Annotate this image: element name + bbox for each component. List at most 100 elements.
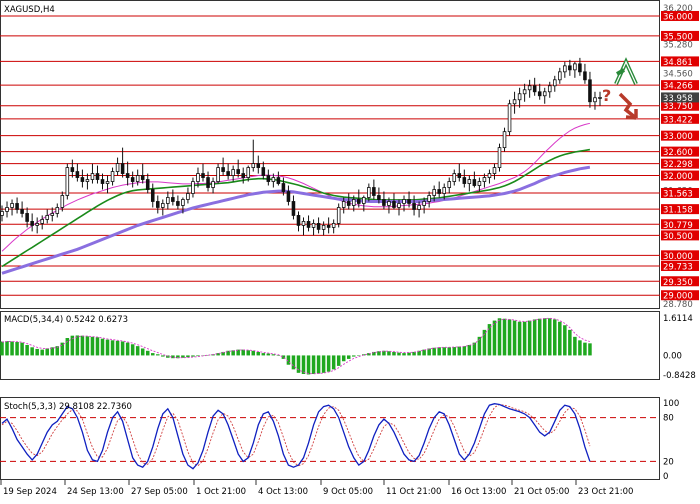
candle-body — [5, 207, 9, 212]
macd-bar — [55, 346, 60, 356]
macd-bar — [558, 321, 562, 356]
candle-body — [130, 177, 135, 182]
macd-bar — [553, 319, 557, 356]
candle-body — [522, 89, 527, 95]
macd-bar — [256, 351, 261, 356]
macd-bar — [563, 325, 567, 356]
candle-body — [357, 199, 361, 204]
candle-body — [492, 167, 497, 174]
macd-axis-labels: 1.6114 0.00 -0.8428 — [663, 314, 696, 381]
candle-body — [231, 169, 235, 176]
level-label: 31.563 — [663, 189, 693, 199]
level-label-bg — [661, 80, 699, 91]
candle-body — [30, 221, 34, 226]
stoch-tick-label: 20 — [663, 457, 674, 467]
macd-bar — [532, 319, 537, 356]
candle-body — [145, 179, 150, 190]
ma_mid-line — [1, 148, 591, 268]
candle-body — [497, 147, 502, 168]
candle-body — [341, 201, 346, 208]
candle-body — [105, 181, 110, 184]
candle-body — [40, 219, 44, 224]
candle-body — [372, 187, 376, 196]
price-tick-label: 36.200 — [663, 4, 693, 14]
candle-body — [397, 203, 401, 208]
candle-body — [351, 199, 356, 206]
macd-bar — [422, 349, 426, 356]
bullish-arrow-icon — [614, 57, 638, 85]
candle-body — [598, 97, 602, 99]
macd-bar — [161, 355, 165, 357]
candle-body — [462, 177, 467, 184]
price-tick-label: 35.280 — [663, 41, 693, 51]
candle-body — [311, 223, 316, 228]
macd-bar — [75, 335, 80, 356]
macd-bar — [70, 335, 75, 356]
level-label-bg — [661, 290, 699, 301]
macd-bar — [341, 355, 346, 362]
macd-bar — [537, 318, 542, 356]
candle-body — [467, 179, 472, 184]
candle-body — [266, 175, 271, 182]
macd-bar — [352, 355, 356, 357]
level-label-bg — [661, 56, 699, 67]
price-pane-frame — [0, 0, 660, 309]
macd-bar — [427, 348, 431, 356]
candle-body — [578, 63, 582, 73]
candle-body — [150, 189, 155, 202]
stoch-lines — [1, 403, 591, 470]
candle-body — [125, 173, 130, 178]
candle-body — [0, 211, 4, 216]
macd-bar — [492, 320, 497, 356]
candle-body — [568, 65, 572, 71]
candle-body — [402, 199, 406, 204]
time-tick-label: 21 Oct 05:00 — [514, 487, 569, 497]
level-label: 32.000 — [663, 172, 693, 182]
candle-body — [186, 193, 190, 200]
candle-body — [191, 181, 195, 194]
time-tick-label: 19 Sep 2024 — [3, 487, 57, 497]
level-label: 33.000 — [663, 132, 693, 142]
macd-bar — [156, 354, 160, 356]
candle-body — [532, 85, 537, 93]
stoch-tick-label: 0 — [663, 472, 668, 482]
candle-body — [271, 177, 276, 182]
macd-histogram — [0, 318, 592, 375]
time-axis: 19 Sep 2024 24 Sep 13:00 27 Sep 05:00 1 Oct… — [0, 480, 633, 497]
level-label: 34.861 — [663, 58, 693, 68]
time-tick-label: 16 Oct 13:00 — [451, 487, 506, 497]
macd-bar — [110, 340, 115, 356]
macd-bar — [5, 341, 9, 356]
macd-tick-label: 0.00 — [663, 351, 682, 361]
candle-body — [487, 173, 492, 178]
macd-bar — [40, 349, 44, 356]
candle-body — [547, 85, 552, 93]
candle-body — [306, 221, 311, 228]
macd-bar — [145, 350, 150, 356]
macd-bar — [95, 337, 100, 356]
stoch-tick-label: 100 — [663, 399, 679, 409]
candle-body — [326, 225, 331, 228]
level-label: 29.733 — [663, 262, 693, 272]
macd-bar — [25, 344, 29, 356]
candle-body — [50, 213, 55, 216]
candle-body — [502, 131, 507, 149]
macd-bar — [191, 355, 195, 357]
macd-bar — [578, 340, 582, 356]
stoch-axis-labels: 100 80 20 0 — [663, 399, 679, 482]
macd-bar — [457, 346, 462, 356]
macd-bar — [397, 352, 401, 356]
macd-bar — [331, 355, 336, 370]
candle-body — [367, 187, 371, 198]
macd-bar — [150, 353, 155, 356]
candle-body — [452, 173, 457, 182]
macd-bar — [45, 348, 49, 356]
macd-bar — [542, 318, 547, 356]
candle-body — [65, 167, 70, 196]
candle-body — [387, 201, 391, 206]
candle-body — [201, 173, 205, 178]
candle-body — [412, 203, 416, 210]
candle-body — [573, 63, 577, 71]
candle-body — [221, 167, 225, 172]
candle-body — [80, 177, 85, 182]
